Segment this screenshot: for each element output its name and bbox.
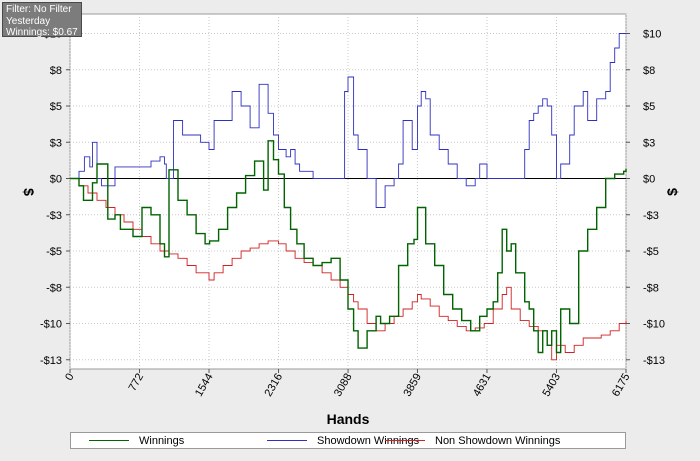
y-tick-label-right: $5 (643, 101, 655, 113)
y-tick-label-right: -$8 (643, 282, 659, 294)
y-tick-label-left: -$13 (40, 355, 62, 367)
legend-item-showdown: Showdown Winnings (267, 433, 419, 448)
x-tick-label: 3859 (401, 372, 424, 399)
x-tick-label: 4631 (471, 372, 494, 399)
series-layer (70, 33, 627, 361)
legend-swatch-showdown (267, 440, 307, 441)
x-tick-label: 2316 (262, 372, 285, 399)
x-tick-label: 3088 (332, 372, 355, 399)
legend: Winnings Showdown Winnings Non Showdown … (70, 432, 626, 449)
y-tick-label-left: -$3 (46, 210, 62, 222)
grid (69, 14, 627, 369)
y-tick-label-left: -$10 (40, 319, 62, 331)
y-axis-right: $10 $8 $5 $3 $0 -$3 -$5 -$8 -$10 -$13 (626, 29, 665, 367)
winnings-label: Winnings: $0.67 (6, 27, 78, 38)
y-axis-label-left: $ (21, 188, 37, 196)
filter-label: Filter: No Filter (6, 4, 72, 15)
legend-label-winnings: Winnings (139, 434, 185, 447)
y-tick-label-left: $8 (50, 65, 62, 77)
filter-info-box: Filter: No Filter Yesterday Winnings: $0… (2, 2, 82, 38)
y-axis-label-right: $ (664, 188, 680, 196)
y-tick-label-right: $10 (643, 29, 661, 41)
y-tick-label-right: -$10 (643, 319, 665, 331)
y-tick-label-left: $0 (50, 174, 62, 186)
legend-swatch-winnings (89, 440, 129, 441)
series-line-winnings (70, 140, 627, 354)
y-tick-label-right: -$13 (643, 355, 665, 367)
y-tick-label-left: -$8 (46, 282, 62, 294)
x-tick-label: 6175 (610, 372, 633, 399)
y-tick-label-left: -$5 (46, 246, 62, 258)
x-tick-label: 0 (63, 372, 76, 383)
y-tick-label-right: $3 (643, 137, 655, 149)
x-axis: 0 772 1544 2316 3088 3859 4631 5403 6175 (63, 369, 633, 399)
period-label: Yesterday (6, 15, 51, 27)
legend-swatch-non-showdown (385, 440, 425, 441)
legend-item-winnings: Winnings (89, 433, 184, 448)
x-tick-label: 1544 (193, 372, 216, 399)
y-tick-label-right: -$3 (643, 210, 659, 222)
legend-label-non-showdown: Non Showdown Winnings (435, 434, 561, 447)
y-tick-label-right: -$5 (643, 246, 659, 258)
y-tick-label-right: $8 (643, 65, 655, 77)
legend-label-showdown: Showdown Winnings (317, 434, 420, 447)
y-tick-label-right: $0 (643, 174, 655, 186)
x-axis-label: Hands (327, 411, 370, 427)
y-tick-label-left: $5 (50, 101, 62, 113)
legend-item-non-showdown: Non Showdown Winnings (385, 433, 560, 448)
x-tick-label: 772 (127, 372, 147, 394)
y-axis-left: $10$8$5$3$0-$3-$5-$8-$10-$13 (40, 29, 70, 367)
x-tick-label: 5403 (540, 372, 563, 399)
y-tick-label-left: $3 (50, 137, 62, 149)
